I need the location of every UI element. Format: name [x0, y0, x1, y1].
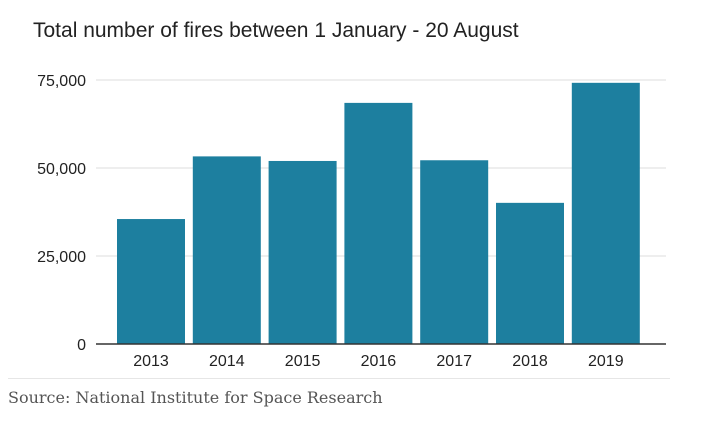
axes: 0 25,000 50,000 75,000 2013 2014 2015 2016 2017 2…	[37, 73, 666, 370]
chart-title: Total number of fires between 1 January …	[33, 19, 519, 42]
source-note: Source: National Institute for Space Res…	[8, 388, 383, 407]
y-tick-label: 0	[77, 337, 86, 354]
bar-2015	[268, 160, 337, 344]
x-tick-label: 2017	[436, 353, 472, 370]
x-tick-label: 2018	[512, 353, 548, 370]
x-tick-label: 2014	[209, 353, 245, 370]
bar-2014	[192, 156, 261, 344]
x-tick-label: 2013	[133, 353, 169, 370]
bar-chart: 0 25,000 50,000 75,000 2013 2014 2015 2016 2017 2…	[37, 73, 666, 370]
source-divider	[8, 378, 670, 379]
bar-2018	[496, 202, 564, 344]
x-tick-label: 2016	[361, 353, 397, 370]
bar-2019	[571, 82, 640, 344]
bar-2017	[420, 160, 489, 344]
bar-2016	[344, 102, 413, 344]
y-tick-label: 25,000	[37, 249, 86, 266]
y-tick-label: 75,000	[37, 73, 86, 90]
y-tick-label: 50,000	[37, 161, 86, 178]
x-tick-label: 2019	[588, 353, 624, 370]
x-tick-label: 2015	[285, 353, 321, 370]
bar-2013	[117, 219, 185, 344]
bars	[117, 82, 640, 344]
